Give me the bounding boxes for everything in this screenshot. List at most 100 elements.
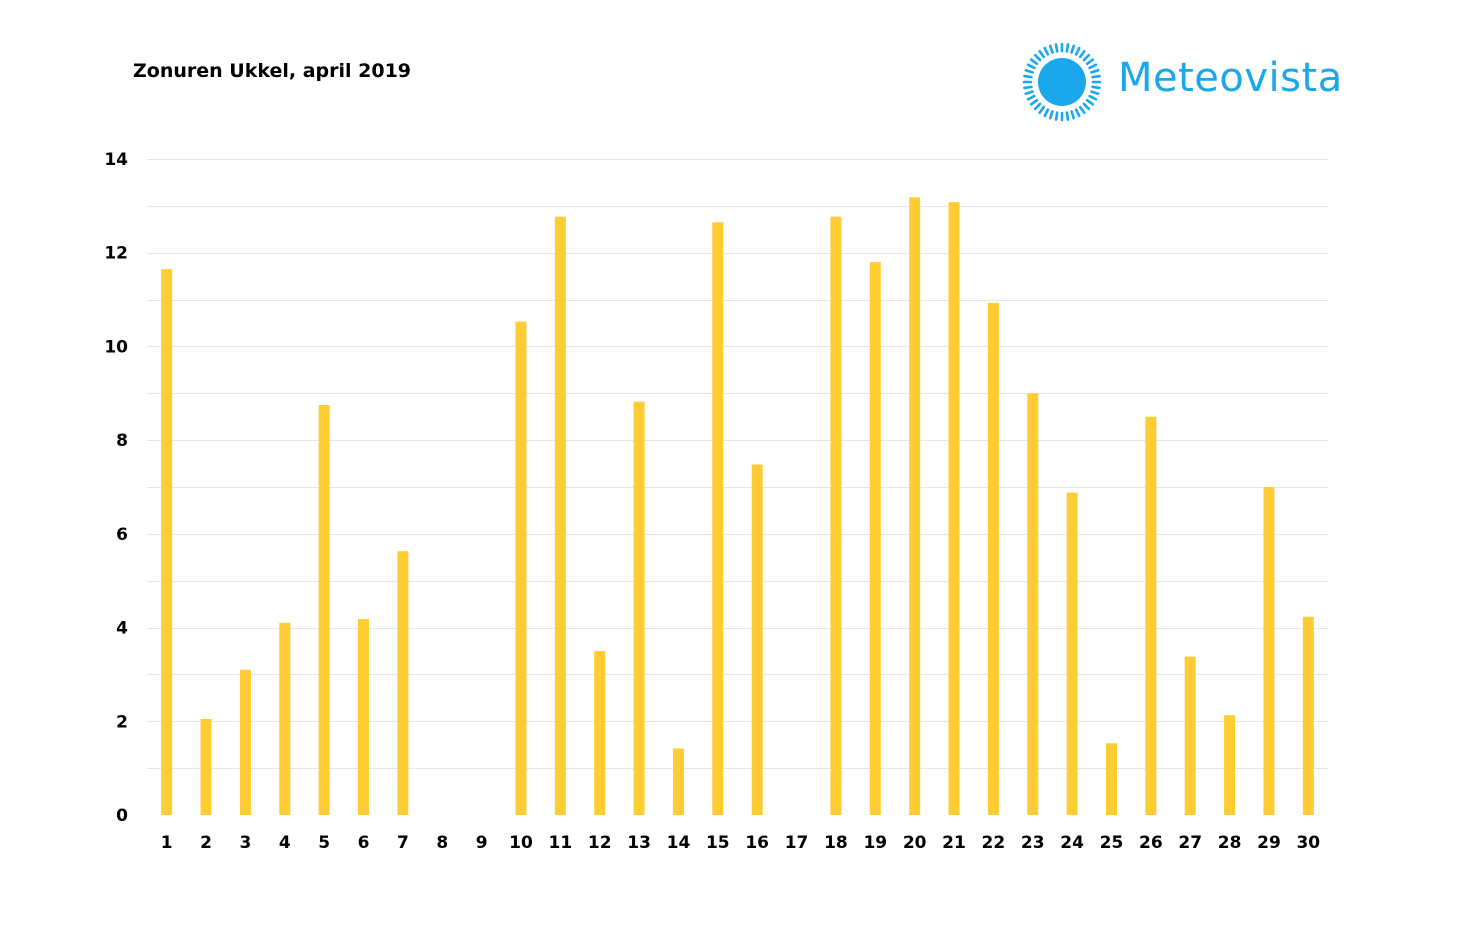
sun-ray xyxy=(1090,90,1100,96)
bar xyxy=(358,619,370,815)
x-tick-label: 18 xyxy=(824,833,848,853)
sun-ray xyxy=(1085,58,1095,66)
x-tick-label: 28 xyxy=(1218,833,1242,853)
bar xyxy=(1027,393,1039,815)
x-tick-label: 25 xyxy=(1100,833,1124,853)
x-tick-label: 30 xyxy=(1296,833,1320,853)
bar xyxy=(1224,715,1236,815)
sun-ray xyxy=(1070,110,1076,120)
x-tick-label: 26 xyxy=(1139,833,1163,853)
x-tick-label: 13 xyxy=(627,833,651,853)
bar xyxy=(1145,416,1157,815)
bar xyxy=(751,464,763,815)
sun-ray xyxy=(1091,74,1101,79)
x-tick-label: 27 xyxy=(1178,833,1202,853)
x-tick-label: 10 xyxy=(509,833,533,853)
sun-ray xyxy=(1043,46,1050,56)
x-tick-label: 1 xyxy=(161,833,173,853)
bar xyxy=(830,216,842,816)
sun-ray xyxy=(1038,105,1046,115)
sun-ray xyxy=(1048,110,1054,120)
y-tick-label: 4 xyxy=(116,619,128,639)
sun-ray xyxy=(1078,49,1086,59)
y-tick-label: 10 xyxy=(104,337,128,357)
sun-ray xyxy=(1065,43,1070,53)
x-tick-label: 3 xyxy=(239,833,251,853)
x-tick-label: 29 xyxy=(1257,833,1281,853)
bar xyxy=(633,401,645,815)
sun-icon xyxy=(1022,42,1102,122)
y-tick-label: 14 xyxy=(104,150,128,170)
bar xyxy=(318,405,330,815)
chart-title: Zonuren Ukkel, april 2019 xyxy=(133,60,412,82)
x-tick-label: 19 xyxy=(863,833,887,853)
sun-ray xyxy=(1038,49,1046,59)
bar xyxy=(712,222,724,815)
bar xyxy=(1105,743,1117,815)
sun-ray xyxy=(1085,98,1095,106)
x-tick-label: 12 xyxy=(588,833,612,853)
logo-text: Meteovista xyxy=(1118,55,1343,101)
bar xyxy=(515,321,527,815)
sun-ray xyxy=(1026,63,1036,70)
x-tick-label: 2 xyxy=(200,833,212,853)
bar xyxy=(672,748,684,815)
x-tick-label: 6 xyxy=(358,833,370,853)
bar xyxy=(200,718,212,815)
sun-ray xyxy=(1078,105,1086,115)
x-axis-ticks: 1 2 3 4 5 6 7 8 9 10 11 12 13 14 15 16 17 18 19 20 21 22 23 24 2… xyxy=(161,833,1321,853)
bar xyxy=(948,202,960,815)
bar xyxy=(987,302,999,815)
sun-ray xyxy=(1026,94,1036,101)
sun-ray xyxy=(1029,58,1039,66)
bar xyxy=(161,269,173,816)
sun-ray xyxy=(1043,108,1050,118)
x-tick-label: 11 xyxy=(549,833,573,853)
bar xyxy=(909,197,921,815)
sun-ray xyxy=(1023,74,1033,79)
meteovista-logo: Meteovista xyxy=(1022,42,1352,124)
x-tick-label: 7 xyxy=(397,833,409,853)
sun-ray xyxy=(1054,43,1059,53)
x-tick-label: 22 xyxy=(982,833,1006,853)
bar xyxy=(1184,656,1196,815)
bar xyxy=(554,216,566,816)
y-axis-ticks: 0 2 4 6 8 10 12 14 xyxy=(104,150,128,826)
sun-ray xyxy=(1024,68,1034,74)
sun-ray xyxy=(1033,102,1042,111)
bar xyxy=(1263,487,1275,815)
sun-ray xyxy=(1091,85,1101,90)
bar xyxy=(279,622,291,815)
x-tick-label: 8 xyxy=(436,833,448,853)
sun-ray xyxy=(1070,44,1076,54)
x-tick-label: 21 xyxy=(942,833,966,853)
x-tick-label: 20 xyxy=(903,833,927,853)
x-tick-label: 4 xyxy=(279,833,291,853)
y-tick-label: 2 xyxy=(116,712,128,732)
sun-ray xyxy=(1048,44,1054,54)
y-tick-label: 6 xyxy=(116,525,128,545)
sun-ray xyxy=(1024,90,1034,96)
bar xyxy=(1302,616,1314,815)
x-tick-label: 23 xyxy=(1021,833,1045,853)
y-tick-label: 0 xyxy=(116,806,128,826)
sun-ray xyxy=(1074,108,1081,118)
x-tick-label: 15 xyxy=(706,833,730,853)
x-tick-label: 9 xyxy=(476,833,488,853)
sun-ray xyxy=(1082,53,1091,62)
sun-ray xyxy=(1054,111,1059,121)
x-tick-label: 16 xyxy=(745,833,769,853)
y-tick-label: 12 xyxy=(104,244,128,264)
gridlines xyxy=(147,159,1328,769)
sun-ray xyxy=(1088,94,1098,101)
bar xyxy=(397,551,409,815)
sun-ray xyxy=(1090,68,1100,74)
y-tick-label: 8 xyxy=(116,431,128,451)
sun-ray xyxy=(1082,102,1091,111)
x-tick-label: 24 xyxy=(1060,833,1084,853)
sun-ray xyxy=(1065,111,1070,121)
sun-ray xyxy=(1029,98,1039,106)
sun-ray xyxy=(1088,63,1098,70)
bars xyxy=(161,197,1314,816)
